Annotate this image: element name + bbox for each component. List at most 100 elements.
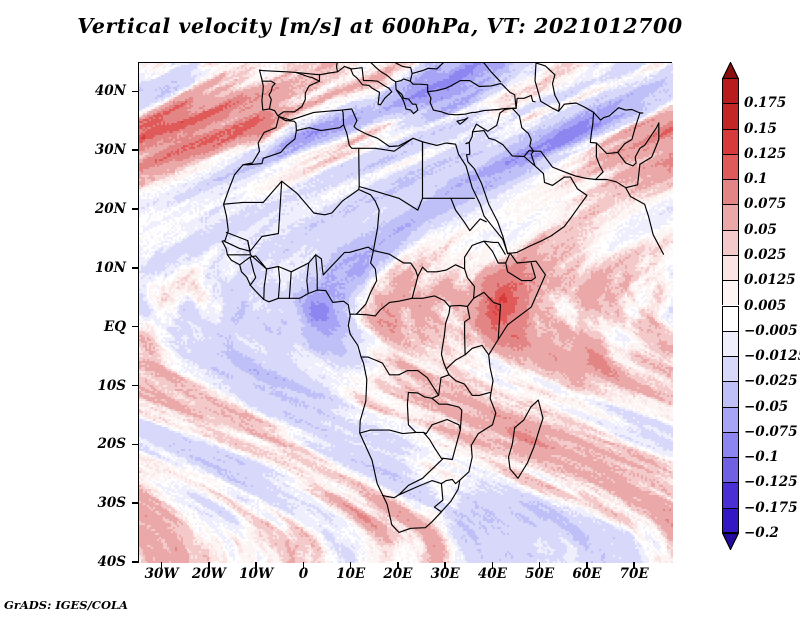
x-tick-60E: 60E bbox=[572, 566, 602, 582]
national-border bbox=[424, 420, 461, 460]
coastline-europe-iberia bbox=[260, 70, 320, 116]
national-border bbox=[484, 241, 510, 263]
y-tickmark bbox=[132, 149, 139, 151]
x-tick-50E: 50E bbox=[525, 566, 555, 582]
national-border bbox=[278, 267, 279, 299]
colorbar-band bbox=[722, 280, 739, 306]
x-tickmark bbox=[349, 562, 352, 569]
national-border bbox=[512, 108, 533, 151]
coastline-europe-balkans-greece bbox=[368, 63, 418, 114]
y-tickmark bbox=[132, 267, 139, 269]
x-tickmark bbox=[160, 562, 163, 569]
y-tickmark bbox=[132, 90, 139, 93]
colorbar-label-13: −0.075 bbox=[744, 423, 798, 440]
colorbar-label-11: −0.025 bbox=[744, 373, 798, 390]
y-tick-40N: 40N bbox=[94, 83, 126, 100]
y-tick-20S: 20S bbox=[97, 436, 126, 453]
x-tick-10E: 10E bbox=[336, 566, 366, 582]
colorbar-band bbox=[722, 229, 739, 255]
national-border bbox=[465, 241, 506, 298]
x-tickmark bbox=[633, 562, 635, 569]
x-tick-0: 0 bbox=[298, 566, 309, 582]
national-border bbox=[516, 95, 535, 108]
colorbar-above-max-arrow bbox=[721, 61, 740, 80]
national-border bbox=[356, 277, 417, 316]
x-tick-40E: 40E bbox=[477, 566, 507, 582]
national-border bbox=[296, 110, 343, 131]
coastline-caspian-w bbox=[535, 63, 560, 111]
colorbar-label-4: 0.075 bbox=[744, 196, 787, 213]
national-border bbox=[250, 257, 256, 285]
national-border bbox=[451, 198, 486, 230]
y-tick-30N: 30N bbox=[94, 142, 126, 159]
x-tickmark bbox=[302, 562, 305, 569]
national-border bbox=[412, 68, 437, 73]
coastline-africa-coast bbox=[222, 109, 545, 533]
colorbar-label-6: 0.025 bbox=[744, 246, 787, 263]
national-border bbox=[473, 131, 524, 157]
national-border bbox=[360, 430, 443, 458]
colorbar-label-2: 0.125 bbox=[744, 145, 787, 162]
national-border bbox=[626, 123, 659, 188]
y-tickmark bbox=[132, 502, 139, 504]
national-border bbox=[618, 113, 640, 152]
national-border bbox=[382, 458, 443, 497]
national-border bbox=[590, 112, 603, 179]
colorbar-label-12: −0.05 bbox=[744, 398, 789, 415]
x-tickmark bbox=[444, 562, 446, 569]
x-tick-30E: 30E bbox=[430, 566, 460, 582]
x-tick-20E: 20E bbox=[383, 566, 413, 582]
credit-text: GrADS: IGES/COLA bbox=[4, 598, 128, 612]
colorbar bbox=[722, 78, 739, 533]
y-tick-40S: 40S bbox=[97, 554, 126, 570]
y-tick-EQ: EQ bbox=[103, 318, 126, 335]
national-border bbox=[410, 81, 427, 92]
colorbar-band bbox=[722, 482, 739, 508]
colorbar-band bbox=[722, 356, 739, 382]
national-border bbox=[432, 398, 462, 430]
national-border bbox=[449, 375, 490, 396]
colorbar-label-9: −0.005 bbox=[744, 322, 798, 339]
national-border bbox=[412, 296, 450, 336]
coastline-arabia-coast bbox=[508, 151, 664, 254]
y-tickmark bbox=[132, 561, 139, 563]
national-border bbox=[466, 124, 476, 143]
y-tick-10S: 10S bbox=[97, 377, 126, 394]
page-title: Vertical velocity [m/s] at 600hPa, VT: 2… bbox=[77, 14, 683, 38]
coastline-cyprus bbox=[457, 118, 468, 125]
national-border bbox=[240, 256, 267, 269]
national-border bbox=[316, 255, 318, 290]
national-border bbox=[506, 263, 536, 281]
colorbar-label-1: 0.15 bbox=[744, 120, 777, 137]
national-border bbox=[243, 117, 296, 165]
colorbar-band bbox=[722, 78, 739, 104]
x-tickmark bbox=[491, 562, 494, 569]
colorbar-band bbox=[722, 103, 739, 129]
national-border bbox=[262, 81, 275, 109]
national-border bbox=[226, 232, 250, 251]
colorbar-label-7: 0.0125 bbox=[744, 272, 796, 289]
national-border bbox=[296, 72, 320, 81]
colorbar-label-10: −0.0125 bbox=[744, 348, 800, 365]
national-border bbox=[446, 345, 489, 369]
national-border bbox=[289, 272, 291, 299]
x-tick-30W: 30W bbox=[144, 566, 179, 582]
colorbar-band bbox=[722, 305, 739, 331]
colorbar-band bbox=[722, 254, 739, 281]
national-border bbox=[399, 480, 460, 495]
national-border bbox=[476, 110, 504, 132]
national-border bbox=[359, 142, 422, 210]
national-border bbox=[434, 484, 443, 512]
x-tick-70E: 70E bbox=[619, 566, 649, 582]
colorbar-label-14: −0.1 bbox=[744, 449, 779, 466]
national-border bbox=[264, 269, 267, 300]
colorbar-below-min-arrow bbox=[721, 532, 740, 551]
colorbar-band bbox=[722, 128, 739, 154]
vertical-velocity-heatmap bbox=[139, 63, 673, 563]
y-tick-10N: 10N bbox=[94, 259, 126, 276]
x-tick-10W: 10W bbox=[239, 566, 274, 582]
coastline-red-sea-east bbox=[466, 142, 508, 253]
colorbar-band bbox=[722, 457, 739, 483]
national-border bbox=[373, 251, 464, 277]
colorbar-band bbox=[722, 507, 739, 533]
